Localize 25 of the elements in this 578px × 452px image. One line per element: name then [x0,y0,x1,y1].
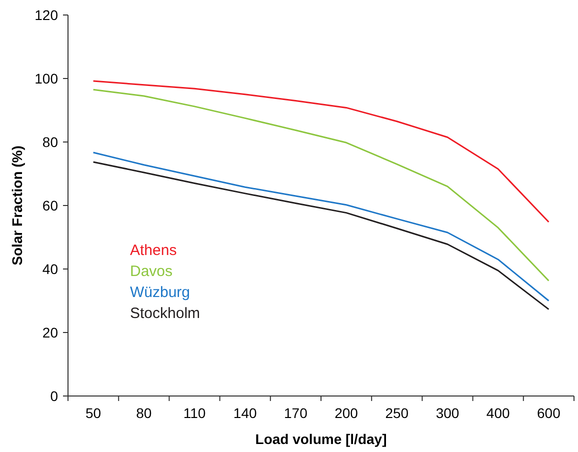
y-axis-title: Solar Fraction (%) [9,146,25,266]
x-tick-label: 140 [233,405,257,421]
x-tick-label: 80 [136,405,152,421]
line-series [92,80,550,223]
y-tick-label: 80 [42,134,58,150]
x-tick-label: 50 [86,405,102,421]
text: Stockholm [130,305,200,322]
x-tick-label: 400 [486,405,510,421]
line-series [92,88,550,282]
x-axis-title: Load volume [l/day] [255,431,387,447]
text: Wüzburg [130,284,190,301]
x-tick-label: 200 [334,405,358,421]
text: Athens [130,242,177,259]
x-tick-label: 110 [183,405,206,421]
text: Davos [130,263,173,280]
y-tick-label: 100 [34,70,58,86]
y-tick-label: 20 [42,324,58,340]
y-tick-label: 40 [42,260,58,277]
y-tick-label: 0 [50,388,58,404]
x-tick-label: 600 [537,405,561,421]
x-tick-label: 170 [284,405,308,421]
y-tick-label: 120 [34,6,58,23]
y-tick-label: 60 [42,197,58,214]
x-tick-label: 300 [436,405,460,421]
x-tick-label: 250 [385,405,409,421]
